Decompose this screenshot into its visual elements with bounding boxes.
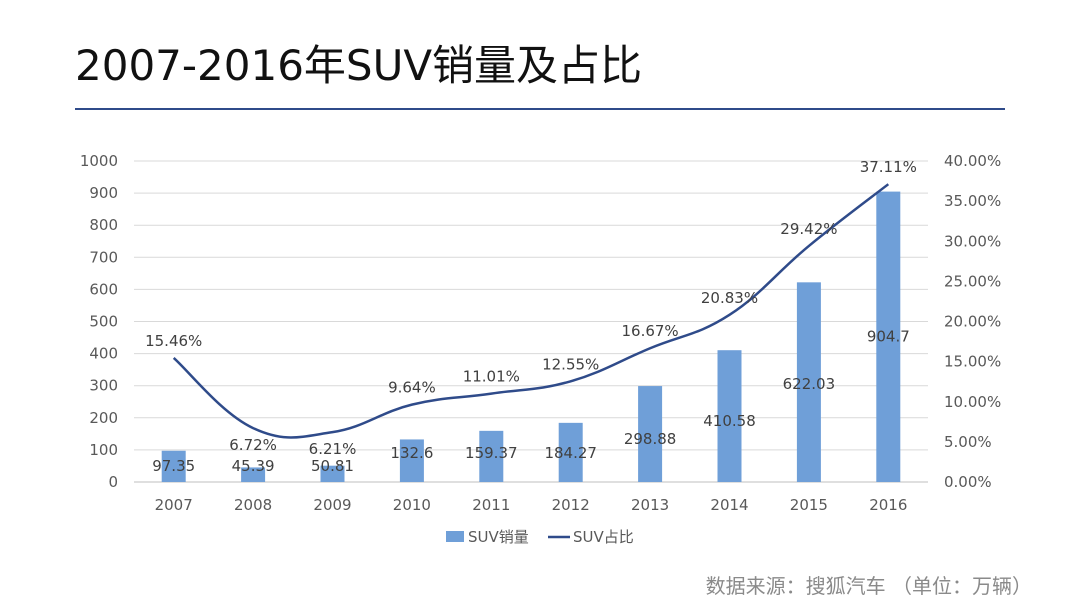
y-left-tick-label: 500 bbox=[89, 313, 118, 331]
x-tick-label: 2007 bbox=[155, 496, 193, 514]
x-tick-label: 2008 bbox=[234, 496, 272, 514]
line-data-label: 20.83% bbox=[701, 289, 758, 307]
bar bbox=[717, 350, 742, 482]
data-source-note: 数据来源：搜狐汽车 （单位：万辆） bbox=[705, 574, 1032, 598]
line-data-label: 6.21% bbox=[309, 440, 357, 458]
line-data-label: 29.42% bbox=[780, 220, 837, 238]
y-left-tick-label: 400 bbox=[89, 345, 118, 363]
line-data-label: 37.11% bbox=[860, 158, 917, 176]
bar-data-label: 622.03 bbox=[783, 375, 836, 393]
bar bbox=[558, 422, 583, 482]
x-tick-label: 2016 bbox=[869, 496, 907, 514]
bar bbox=[638, 386, 663, 482]
line-data-label: 9.64% bbox=[388, 379, 436, 397]
legend-bar-swatch bbox=[446, 531, 464, 542]
y-right-tick-label: 0.00% bbox=[944, 473, 992, 491]
bar bbox=[399, 439, 424, 482]
y-right-tick-label: 25.00% bbox=[944, 272, 1001, 290]
x-tick-label: 2015 bbox=[790, 496, 828, 514]
y-left-tick-label: 0 bbox=[108, 473, 118, 491]
y-right-tick-label: 15.00% bbox=[944, 353, 1001, 371]
x-tick-label: 2012 bbox=[552, 496, 590, 514]
line-data-label: 15.46% bbox=[145, 332, 202, 350]
bar-data-label: 50.81 bbox=[311, 457, 354, 475]
bar-data-label: 45.39 bbox=[232, 457, 275, 475]
line-data-label: 6.72% bbox=[229, 436, 277, 454]
x-tick-label: 2011 bbox=[472, 496, 510, 514]
bar bbox=[796, 282, 821, 482]
bar bbox=[241, 467, 266, 482]
y-right-tick-label: 20.00% bbox=[944, 313, 1001, 331]
legend-bar-label: SUV销量 bbox=[468, 528, 529, 546]
y-right-tick-label: 5.00% bbox=[944, 433, 992, 451]
bar-data-label: 159.37 bbox=[465, 444, 518, 462]
title-divider bbox=[75, 108, 1005, 110]
y-left-tick-label: 800 bbox=[89, 216, 118, 234]
line-data-label: 12.55% bbox=[542, 355, 599, 373]
y-left-tick-label: 100 bbox=[89, 441, 118, 459]
x-tick-label: 2010 bbox=[393, 496, 431, 514]
y-left-tick-label: 1000 bbox=[80, 152, 118, 170]
y-left-tick-label: 900 bbox=[89, 184, 118, 202]
bar-data-label: 410.58 bbox=[703, 412, 756, 430]
y-left-tick-label: 700 bbox=[89, 248, 118, 266]
bar-data-label: 184.27 bbox=[544, 444, 597, 462]
legend-line-label: SUV占比 bbox=[573, 528, 634, 546]
line-data-label: 16.67% bbox=[621, 322, 678, 340]
bar-data-label: 97.35 bbox=[152, 457, 195, 475]
bar-data-label: 298.88 bbox=[624, 430, 677, 448]
y-right-tick-label: 30.00% bbox=[944, 232, 1001, 250]
page-title: 2007-2016年SUV销量及占比 bbox=[75, 41, 643, 90]
y-right-tick-label: 10.00% bbox=[944, 393, 1001, 411]
bar bbox=[320, 465, 345, 482]
bar-data-label: 132.6 bbox=[390, 444, 433, 462]
y-left-tick-label: 300 bbox=[89, 377, 118, 395]
bar bbox=[876, 191, 901, 482]
line-data-label: 11.01% bbox=[463, 368, 520, 386]
y-left-tick-label: 600 bbox=[89, 280, 118, 298]
bar-data-label: 904.7 bbox=[867, 328, 910, 346]
x-tick-label: 2013 bbox=[631, 496, 669, 514]
y-left-tick-label: 200 bbox=[89, 409, 118, 427]
bar bbox=[161, 450, 186, 482]
x-tick-label: 2014 bbox=[710, 496, 748, 514]
bar bbox=[479, 430, 504, 482]
y-right-tick-label: 40.00% bbox=[944, 152, 1001, 170]
y-right-tick-label: 35.00% bbox=[944, 192, 1001, 210]
x-tick-label: 2009 bbox=[313, 496, 351, 514]
series-line bbox=[172, 183, 890, 439]
